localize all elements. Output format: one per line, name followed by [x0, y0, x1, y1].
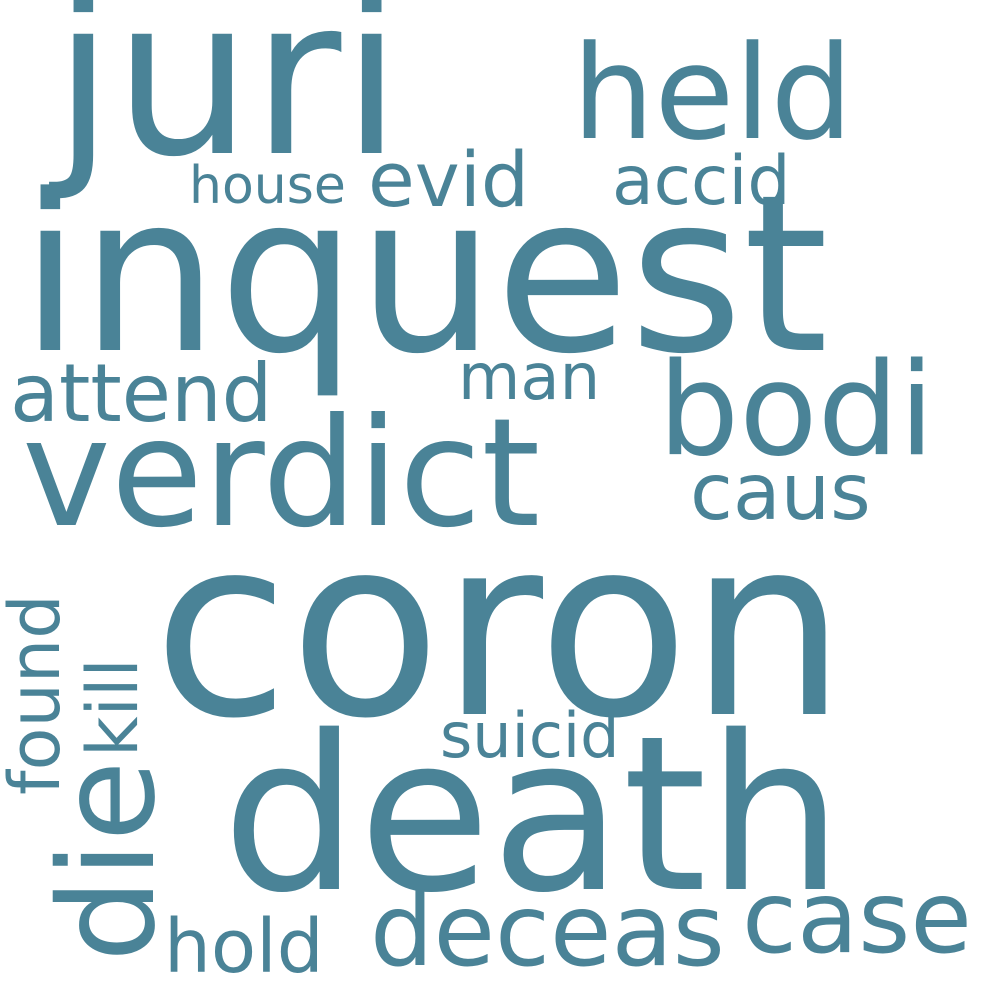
word-juri: juri: [53, 0, 402, 205]
word-die: die: [31, 760, 185, 962]
word-kill: kill: [72, 658, 154, 757]
word-bodi: bodi: [658, 336, 935, 485]
word-deceas: deceas: [370, 872, 725, 989]
word-hold: hold: [164, 904, 324, 990]
word-house: house: [189, 156, 346, 216]
word-accid: accid: [612, 142, 791, 221]
word-caus: caus: [690, 448, 871, 538]
word-verdict: verdict: [22, 387, 541, 561]
word-held: held: [572, 17, 854, 169]
word-death: death: [222, 689, 844, 940]
word-coron: coron: [153, 485, 847, 773]
word-attend: attend: [10, 347, 273, 440]
word-inquest: inquest: [20, 149, 829, 402]
word-man: man: [458, 341, 601, 415]
word-suicid: suicid: [440, 699, 620, 772]
word-evid: evid: [368, 135, 530, 224]
word-case: case: [742, 859, 972, 976]
